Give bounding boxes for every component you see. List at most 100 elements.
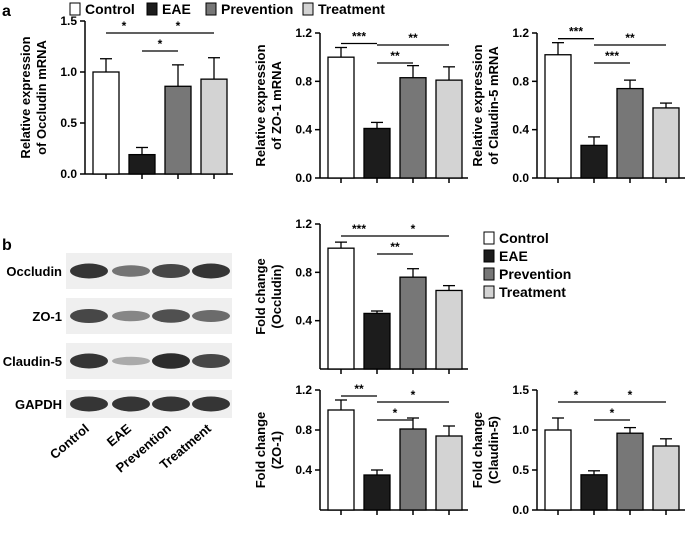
bar-treatment [652,445,680,511]
bar-treatment [435,435,463,511]
bar-treatment [652,107,680,179]
significance-label: * [122,19,127,33]
blot-row-label-claudin-5: Claudin-5 [3,354,62,369]
chart-3: 0.0 0.4 0.8 1.2 Relative expression of Claudi… [470,25,685,185]
legend-swatch-eae [146,2,158,16]
y-axis-label: Relative expression [18,36,33,158]
y-tick-label: 0.8 [512,74,529,88]
y-tick-label: 0.0 [512,503,529,517]
blot-band-claudin-5-eae [112,356,150,366]
y-tick-label: 1.2 [295,26,312,40]
bar-prevention [399,276,427,370]
legend-label-prevention: Prevention [499,266,571,282]
y-axis-label: (Claudin-5) [486,416,501,484]
legend-swatch-eae [483,249,495,263]
y-tick-label: 1.0 [60,65,77,79]
panel-label-b: b [2,237,12,254]
y-axis-label: (ZO-1) [269,431,284,469]
bar-control [92,71,120,175]
chart-2: 0.0 0.4 0.8 1.2 Relative expression of ZO-1 m… [253,26,468,185]
blot-row-label-occludin: Occludin [6,264,62,279]
significance-label: * [610,406,615,420]
blot-band-zo-1-control [70,309,108,323]
blot-band-gapdh-prevention [152,396,190,412]
y-tick-label: 0.4 [295,463,312,477]
bar-control [327,247,355,370]
y-tick-label: 0.8 [295,265,312,279]
bar-control [544,54,572,179]
y-tick-label: 1.0 [512,423,529,437]
blot-lane-label-eae: EAE [104,421,134,450]
blot-band-zo-1-eae [112,310,150,322]
legend-swatch-control [483,231,495,245]
y-tick-label: 0.0 [60,167,77,181]
legend-label-treatment: Treatment [318,1,385,17]
bar-control [327,56,355,179]
bar-prevention [399,428,427,511]
blot-band-zo-1-treatment [192,310,230,322]
bar-prevention [164,85,192,175]
legend-top: Control EAE Prevention Treatment [69,1,385,17]
significance-label: * [574,388,579,402]
y-axis-label: of Claudin-5 mRNA [486,46,501,165]
blot-band-claudin-5-treatment [192,354,230,368]
significance-label: ** [390,240,400,254]
bar-control [327,409,355,511]
blot-row-label-zo-1: ZO-1 [32,309,62,324]
legend-right: Control EAE Prevention Treatment [483,230,571,300]
blot-band-gapdh-eae [112,396,150,412]
legend-label-treatment: Treatment [499,284,566,300]
blot-band-occludin-control [70,263,108,279]
significance-label: * [628,388,633,402]
bar-treatment [435,79,463,179]
y-axis-label: of ZO-1 mRNA [269,60,284,149]
y-tick-label: 0.8 [295,423,312,437]
y-axis-label: (Occludin) [269,264,284,328]
legend-swatch-treatment [483,285,495,299]
y-tick-label: 0.4 [295,314,312,328]
significance-label: ** [408,31,418,45]
legend-swatch-prevention [483,267,495,281]
significance-label: *** [352,222,366,236]
legend-label-eae: EAE [162,1,191,17]
bar-prevention [616,432,644,511]
blot-band-claudin-5-prevention [152,353,190,369]
y-tick-label: 1.2 [512,26,529,40]
bar-eae [363,474,391,511]
blot-band-gapdh-control [70,396,108,412]
bar-prevention [616,87,644,179]
y-tick-label: 0.0 [512,171,529,185]
significance-label: ** [354,382,364,396]
significance-label: * [176,19,181,33]
y-tick-label: 0.4 [512,123,529,137]
blot-band-occludin-treatment [192,263,230,279]
legend-label-prevention: Prevention [221,1,293,17]
legend-swatch-control [69,2,81,16]
blot-band-gapdh-treatment [192,396,230,412]
significance-label: * [411,388,416,402]
bar-eae [363,127,391,179]
bar-treatment [200,78,228,175]
significance-label: ** [625,31,635,45]
y-tick-label: 1.5 [512,383,529,397]
bar-eae [580,474,608,511]
blot-band-occludin-prevention [152,264,190,278]
blot-row-label-gapdh: GAPDH [15,397,62,412]
legend-swatch-treatment [302,2,314,16]
y-tick-label: 1.2 [295,217,312,231]
significance-label: *** [352,30,366,44]
y-axis-label: Fold change [470,412,485,489]
bar-eae [580,144,608,179]
chart-1: 0.0 0.5 1.0 1.5 Relative expression of Occlud… [18,14,233,181]
bar-eae [128,153,156,175]
significance-label: *** [605,49,619,63]
y-axis-label: Fold change [253,258,268,335]
legend-swatch-prevention [205,2,217,16]
significance-label: * [411,222,416,236]
significance-label: * [393,406,398,420]
y-tick-label: 0.0 [295,171,312,185]
